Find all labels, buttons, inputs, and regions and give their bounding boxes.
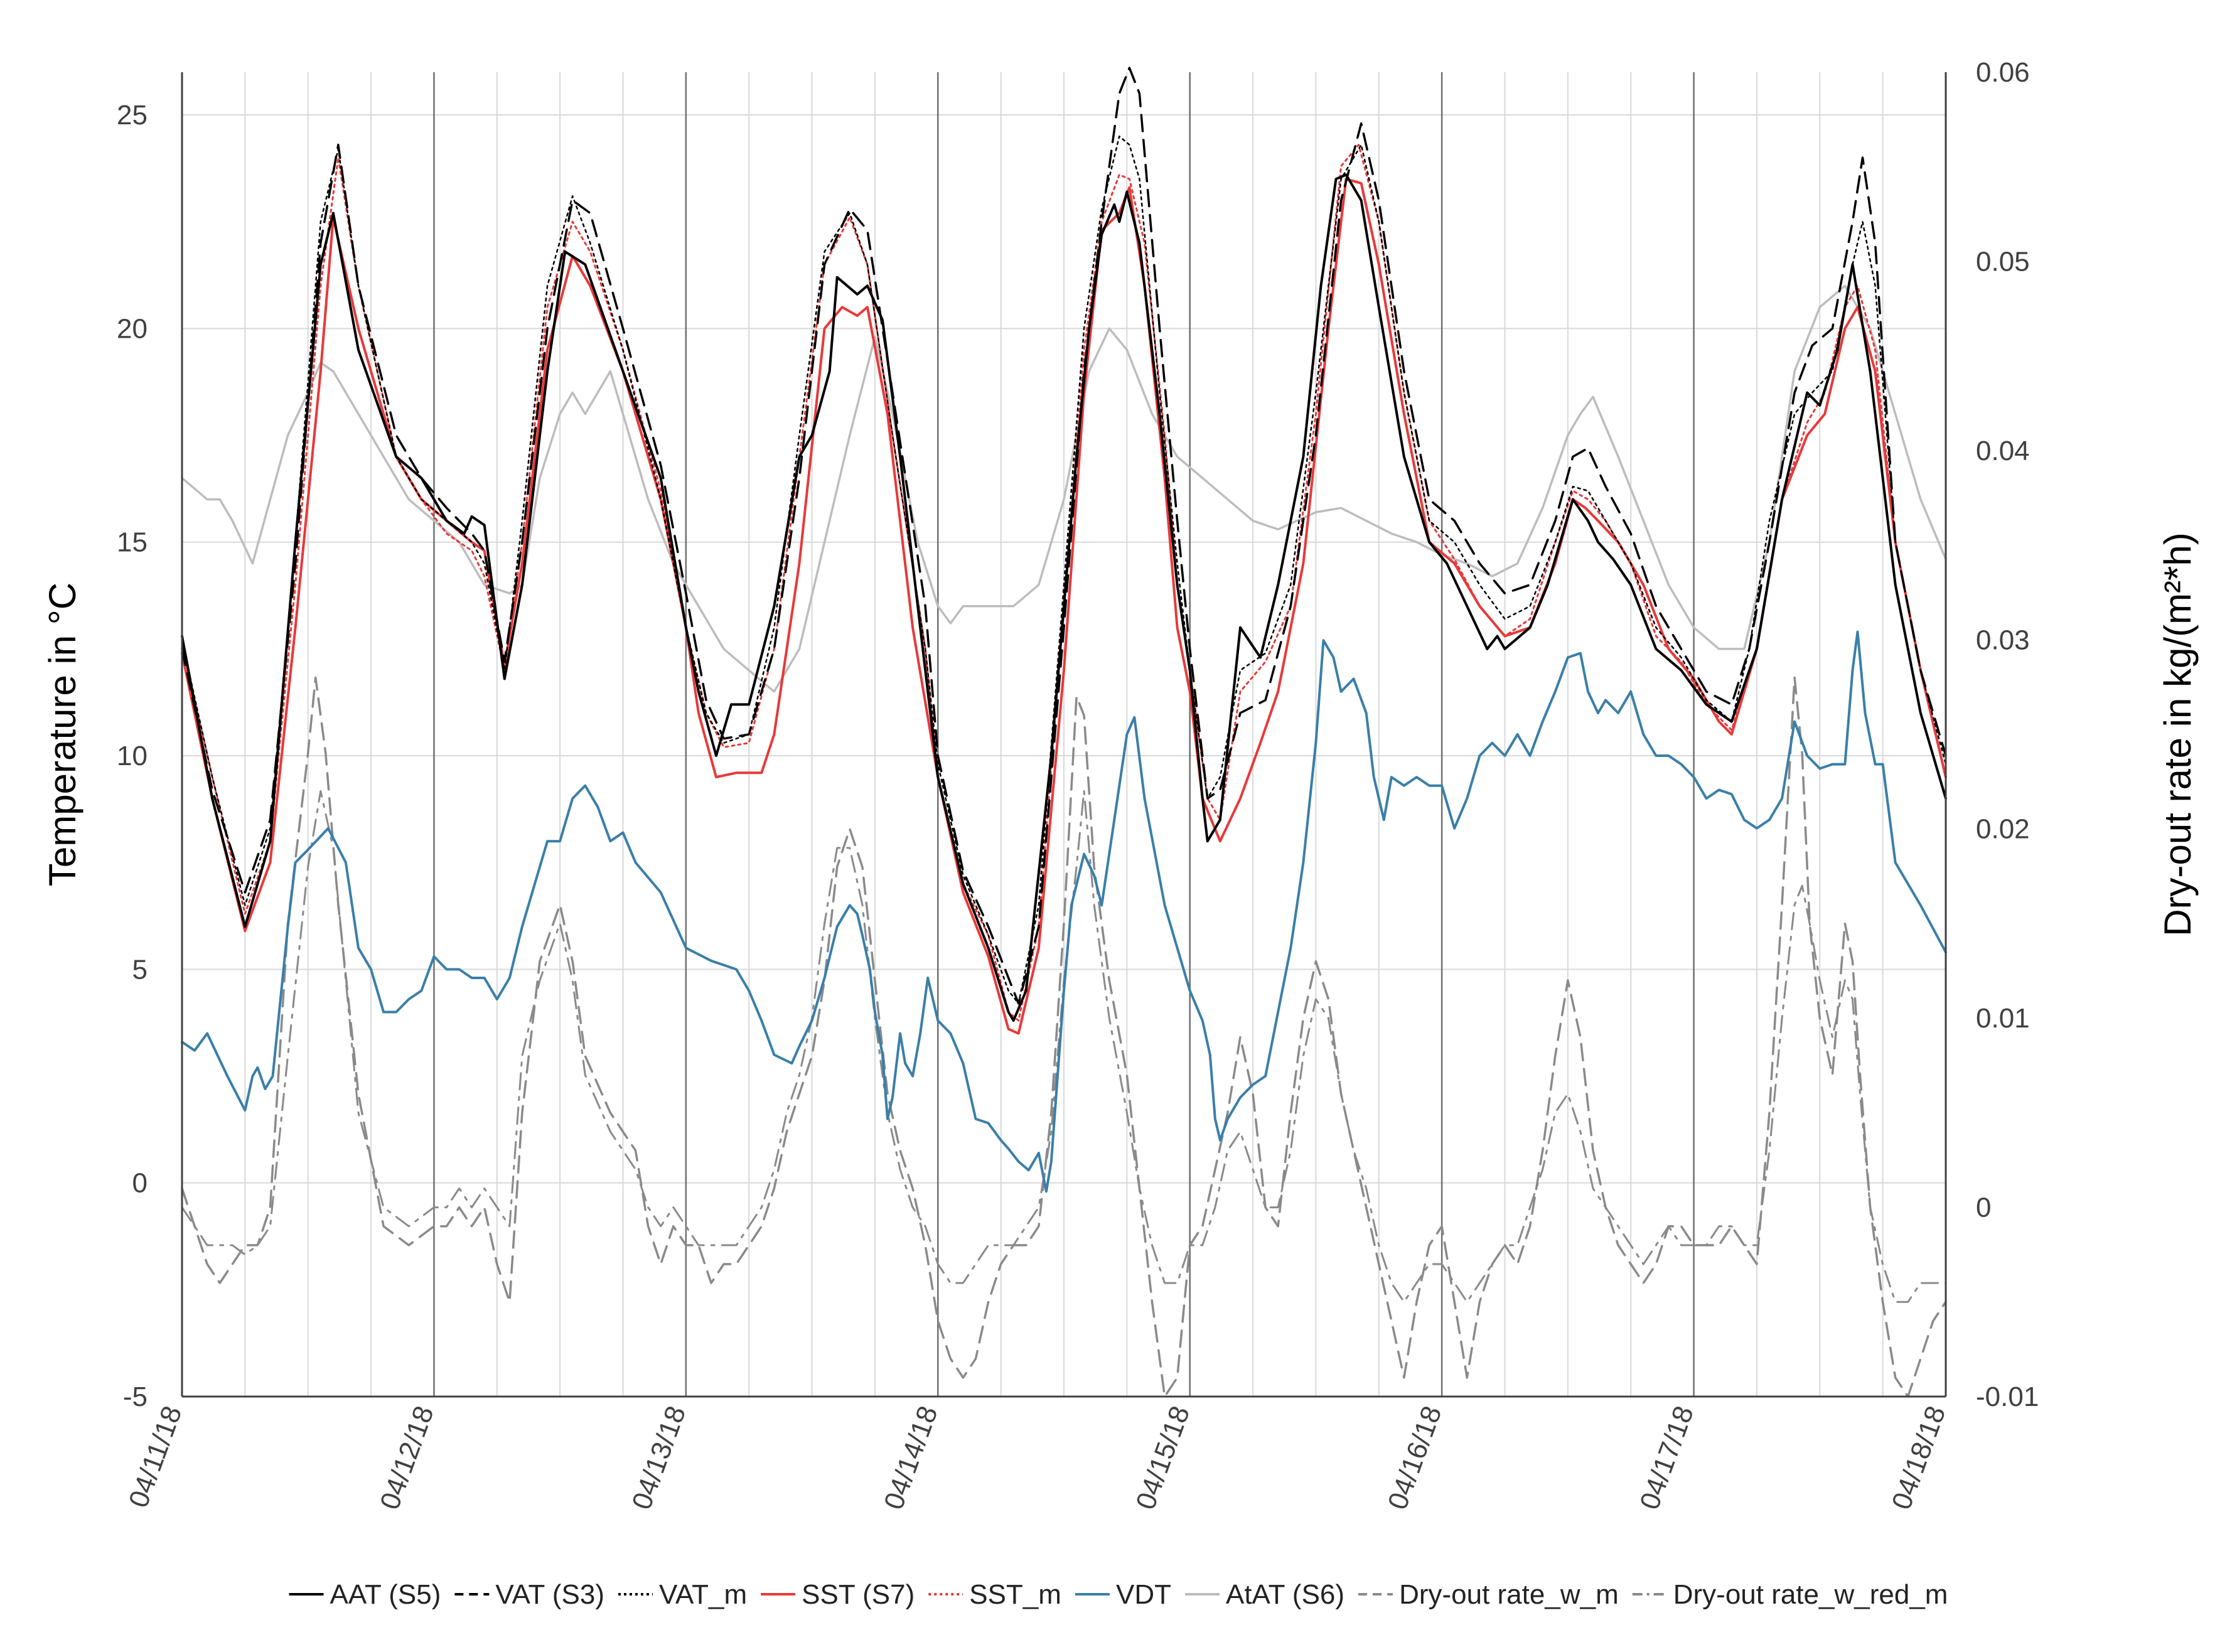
axes <box>181 72 1947 1398</box>
series-line-vdt <box>181 630 1947 1193</box>
y2-tick-label: 0.04 <box>1976 436 2030 466</box>
legend-label: Dry-out rate_w_m <box>1399 1579 1619 1610</box>
y-tick-label: 5 <box>132 954 148 985</box>
y2-tick-label: -0.01 <box>1976 1381 2039 1412</box>
y2-tick-label: 0.01 <box>1976 1003 2030 1034</box>
y2-tick-label: 0 <box>1976 1193 1991 1223</box>
legend-label: AtAT (S6) <box>1226 1579 1344 1610</box>
legend-label: SST (S7) <box>802 1579 915 1610</box>
y2-tick-label: 0.05 <box>1976 246 2030 277</box>
y-tick-label: 0 <box>132 1168 148 1199</box>
y-axis-title: Temperature in °C <box>41 582 83 886</box>
series-line-vat-s3 <box>181 67 1947 1005</box>
y-tick-label: 25 <box>117 100 148 131</box>
series-line-dry-out-rate-w-red-m <box>181 790 1947 1303</box>
legend-label: VAT (S3) <box>495 1579 604 1610</box>
legend-label: AAT (S5) <box>330 1579 441 1610</box>
legend: AAT (S5) VAT (S3) VAT_m SST (S7) SST_m VDT AtA… <box>289 1579 1948 1610</box>
y-tick-label: -5 <box>123 1381 148 1412</box>
series-line-vat-m <box>181 135 1947 1005</box>
y-tick-label: 15 <box>117 527 148 558</box>
legend-label: SST_m <box>969 1579 1061 1610</box>
y2-tick-label: 0.02 <box>1976 814 2030 845</box>
series-group <box>181 67 1947 1398</box>
y2-tick-label: 0.06 <box>1976 57 2030 88</box>
y2-tick-label: 0.03 <box>1976 625 2030 655</box>
series-line-dry-out-rate-w-m <box>181 676 1947 1398</box>
y-tick-label: 10 <box>117 741 148 771</box>
series-line-sst-s7 <box>181 178 1947 1035</box>
y2-axis-title: Dry-out rate in kg/(m²*h) <box>2157 532 2199 936</box>
legend-label: VAT_m <box>659 1579 747 1610</box>
y-tick-label: 20 <box>117 313 148 344</box>
legend-label: VDT <box>1116 1579 1171 1610</box>
series-line-aat-s5 <box>181 173 1947 1022</box>
legend-label: Dry-out rate_w_red_m <box>1673 1579 1948 1610</box>
series-line-atat-s6 <box>181 284 1947 693</box>
